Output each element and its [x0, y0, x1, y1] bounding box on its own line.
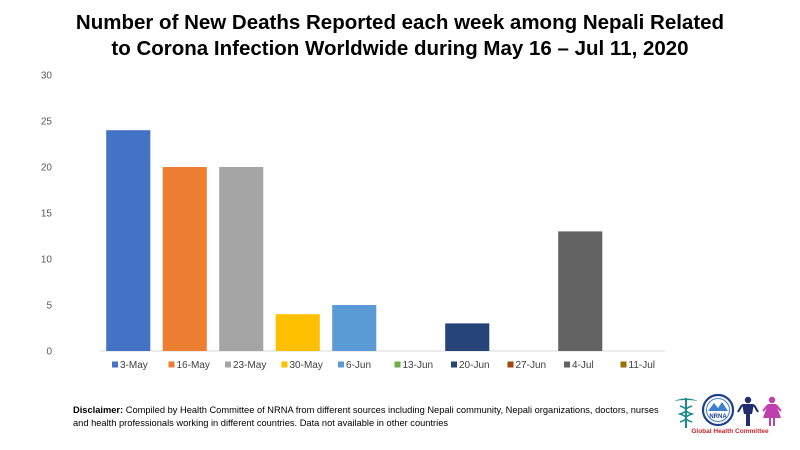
bar-chart: 0 5 10 15 20 25 30 3-May 16-May 23-May 30-May 6-Ju… — [41, 71, 665, 371]
legend-label-27-jun: 27-Jun — [516, 360, 547, 371]
legend-label-11-jul: 11-Jul — [629, 360, 656, 371]
legend-label-6-jun: 6-Jun — [346, 360, 371, 371]
legend-swatch-6-jun — [338, 361, 344, 368]
legend-swatch-30-may — [281, 361, 288, 368]
legend-swatch-27-jun — [507, 361, 514, 368]
legend-label-13-jun: 13-Jun — [403, 360, 434, 371]
legend-swatch-4-jul — [564, 361, 570, 368]
bar-4-jul — [558, 231, 603, 351]
caduceus-icon — [674, 398, 698, 428]
bar-23-may — [219, 167, 264, 351]
nrna-emblem-icon: NRNA — [701, 393, 735, 427]
y-tick-label: 5 — [46, 301, 52, 312]
y-tick-label: 20 — [41, 163, 53, 174]
bar-30-may — [275, 314, 320, 351]
disclaimer: Disclaimer: Compiled by Health Committee… — [73, 404, 663, 430]
bar-16-may — [162, 167, 207, 351]
legend-label-30-may: 30-May — [290, 360, 323, 371]
legend-swatch-23-may — [225, 361, 231, 368]
y-tick-label: 25 — [41, 117, 53, 128]
legend-swatch-13-jun — [394, 361, 401, 368]
y-tick-label: 0 — [46, 347, 52, 358]
bar-20-jun — [445, 323, 490, 351]
bar-3-may — [106, 130, 151, 351]
legend-label-23-may: 23-May — [233, 360, 266, 371]
woman-icon — [762, 396, 782, 426]
nrna-logo: NRNA — [674, 393, 782, 428]
legend: 3-May 16-May 23-May 30-May 6-Jun 13-Jun 20-Jun… — [112, 360, 655, 371]
chart-title-line-1: Number of New Deaths Reported each week … — [75, 11, 725, 34]
disclaimer-label: Disclaimer: — [73, 405, 124, 415]
emblem-text: NRNA — [709, 414, 727, 420]
legend-label-4-jul: 4-Jul — [572, 360, 594, 371]
logo-caption: Global Health Committee — [691, 428, 769, 435]
bars-group — [106, 130, 603, 351]
legend-label-16-may: 16-May — [177, 360, 210, 371]
y-tick-label: 15 — [41, 209, 53, 220]
legend-swatch-11-jul — [620, 361, 627, 368]
legend-swatch-3-may — [112, 361, 118, 368]
legend-swatch-16-may — [168, 361, 175, 368]
y-tick-label: 10 — [41, 255, 53, 266]
legend-swatch-20-jun — [451, 361, 457, 368]
man-icon — [737, 396, 759, 426]
y-axis: 0 5 10 15 20 25 30 — [41, 71, 53, 358]
y-tick-label: 30 — [41, 71, 53, 82]
chart-title-line-2: to Corona Infection Worldwide during May… — [111, 37, 689, 60]
legend-label-20-jun: 20-Jun — [459, 360, 490, 371]
disclaimer-text: Compiled by Health Committee of NRNA fro… — [73, 405, 659, 428]
bar-6-jun — [332, 305, 377, 351]
chart-title: Number of New Deaths Reported each week … — [0, 10, 800, 62]
legend-label-3-may: 3-May — [120, 360, 148, 371]
